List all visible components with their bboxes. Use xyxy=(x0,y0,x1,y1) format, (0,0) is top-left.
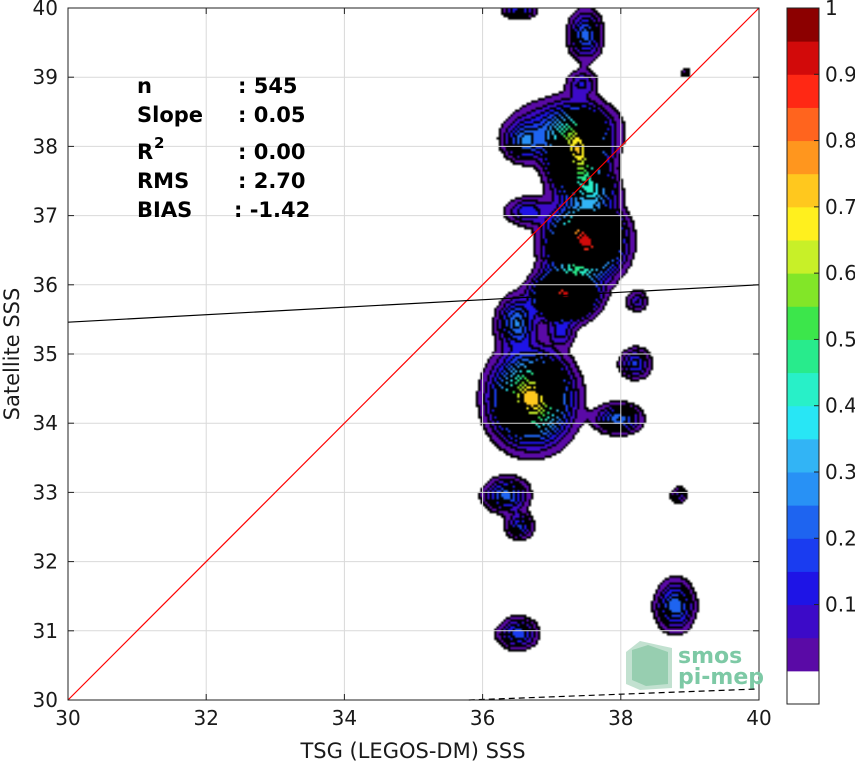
y-tick-label: 39 xyxy=(33,65,58,89)
stat-rms-label: RMS xyxy=(137,169,189,193)
identity-line xyxy=(67,7,760,701)
colorbar-tick-label: 0.2 xyxy=(825,526,855,550)
colorbar-tick-label: 0.8 xyxy=(825,129,855,153)
x-tick-label: 38 xyxy=(608,706,633,730)
colorbar-band xyxy=(787,505,819,539)
colorbar-band xyxy=(787,8,819,42)
colorbar-band xyxy=(787,306,819,340)
y-tick-label: 30 xyxy=(33,688,58,712)
y-tick-label: 32 xyxy=(33,550,58,574)
y-tick-label: 35 xyxy=(33,342,58,366)
plot-area: 30 32 34 36 38 40 30 31 32 33 34 35 36 37 38 39 40 0.1 0.2… xyxy=(33,0,855,730)
y-tick-label: 33 xyxy=(33,480,58,504)
dashed-line xyxy=(468,688,760,701)
colorbar-band xyxy=(787,74,819,108)
colorbar-band xyxy=(787,571,819,606)
colorbar-band xyxy=(787,538,819,572)
x-tick-label: 30 xyxy=(55,706,80,730)
colorbar-tick-label: 0.4 xyxy=(825,394,855,418)
y-axis-label: Satellite SSS xyxy=(0,288,24,421)
stat-n-label: n xyxy=(137,74,152,98)
x-tick-label: 36 xyxy=(470,706,495,730)
colorbar-band xyxy=(787,637,819,672)
colorbar-band xyxy=(787,372,819,407)
stat-bias-label: BIAS xyxy=(137,198,192,222)
stats-box: n : 545 Slope : 0.05 R 2 : 0.00 RMS : 2.… xyxy=(137,74,310,222)
x-tick-label: 34 xyxy=(332,706,357,730)
colorbar-band xyxy=(787,405,819,440)
stat-r2-label: R xyxy=(137,140,153,164)
stat-slope-value: : 0.05 xyxy=(238,103,306,127)
colorbar-frame xyxy=(786,7,820,705)
stat-n-value: : 545 xyxy=(238,74,298,98)
y-tick-label: 36 xyxy=(33,273,58,297)
colorbar-band xyxy=(787,670,819,705)
y-tick-label: 34 xyxy=(33,411,58,435)
y-tick-label: 37 xyxy=(33,204,58,228)
stat-rms-value: : 2.70 xyxy=(238,169,306,193)
colorbar-tick-label: 0.1 xyxy=(825,593,855,617)
colorbar-band xyxy=(787,472,819,506)
colorbar-tick-label: 0.7 xyxy=(825,195,855,219)
y-tick-label: 31 xyxy=(33,619,58,643)
stat-r2-superscript: 2 xyxy=(154,134,164,152)
y-tick-label: 38 xyxy=(33,134,58,158)
colorbar-band xyxy=(787,173,819,208)
x-axis-label: TSG (LEGOS-DM) SSS xyxy=(299,739,525,763)
smos-pi-mep-logo: smos pi-mep xyxy=(626,641,764,690)
colorbar-band xyxy=(787,339,819,374)
colorbar-band xyxy=(787,273,819,307)
colorbar-tick-label: 0.3 xyxy=(825,460,855,484)
colorbar-tick-label: 1 xyxy=(825,0,838,20)
colorbar-band xyxy=(787,240,819,274)
stat-bias-value: : -1.42 xyxy=(234,198,310,222)
colorbar-band xyxy=(787,107,819,142)
colorbar-band xyxy=(787,438,819,473)
colorbar-band xyxy=(787,604,819,639)
logo-text-line1: smos xyxy=(678,644,742,669)
logo-text-line2: pi-mep xyxy=(678,665,764,690)
y-tick-label: 40 xyxy=(33,0,58,20)
colorbar-band xyxy=(787,41,819,75)
colorbar-tick-label: 0.9 xyxy=(825,62,855,86)
x-tick-label: 32 xyxy=(193,706,218,730)
stat-slope-label: Slope xyxy=(137,103,203,127)
stat-r2-value: : 0.00 xyxy=(238,140,306,164)
colorbar-band xyxy=(787,206,819,241)
regression-line xyxy=(67,284,760,323)
colorbar-band xyxy=(787,140,819,175)
colorbar-tick-label: 0.5 xyxy=(825,327,855,351)
colorbar-tick-label: 0.6 xyxy=(825,261,855,285)
x-tick-label: 40 xyxy=(746,706,771,730)
colorbar: 0.1 0.2 0.3 0.4 0.5 0.6 0.7 0.8 0.9 1 xyxy=(786,0,855,705)
logo-mark-wave-icon xyxy=(632,645,668,686)
